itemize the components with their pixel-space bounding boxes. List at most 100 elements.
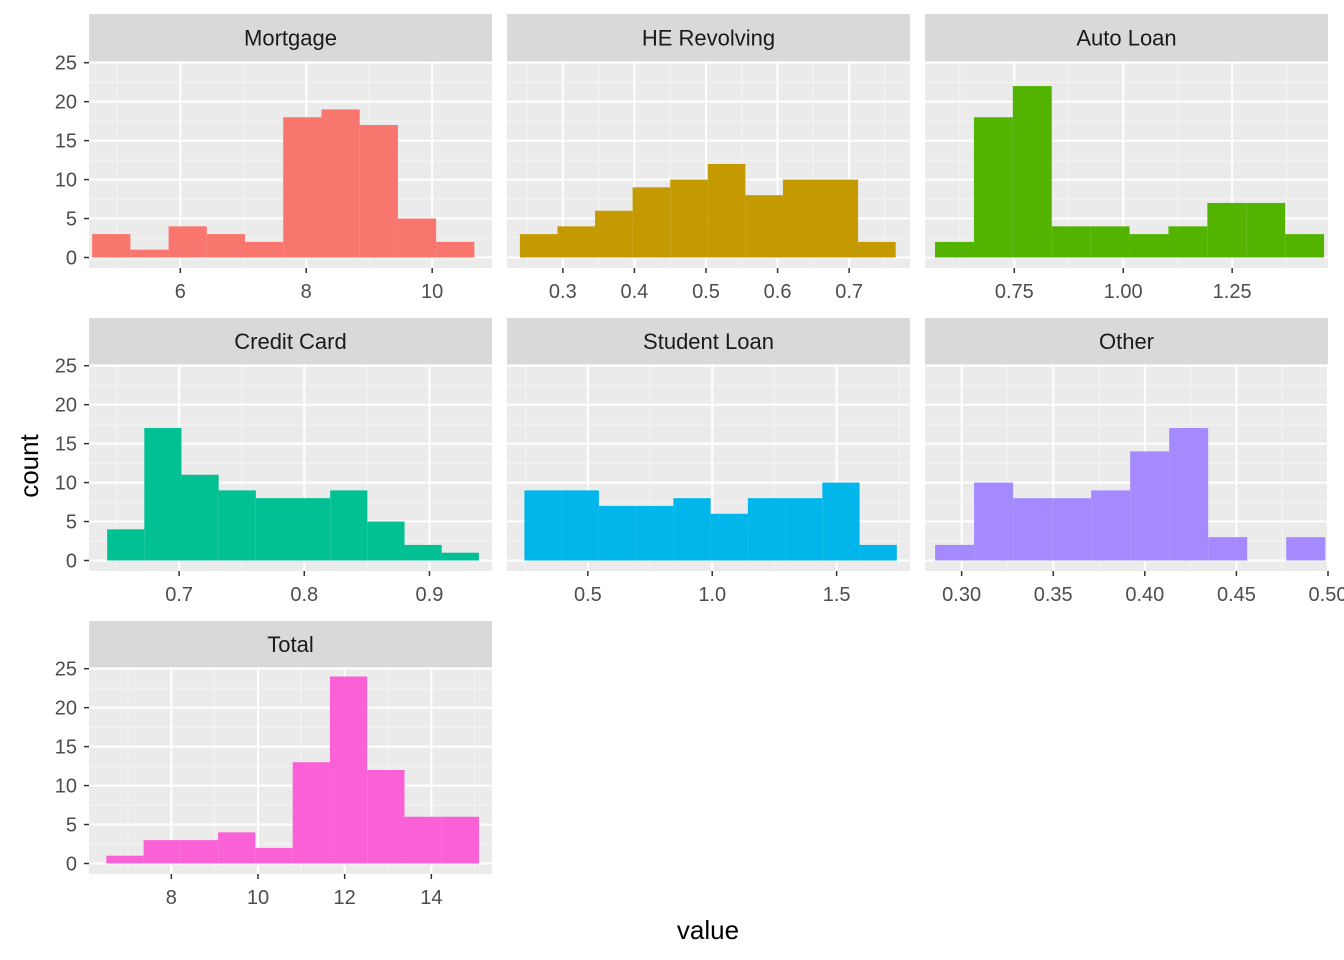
y-tick-label: 0: [66, 248, 77, 270]
y-tick-label: 10: [55, 473, 77, 495]
histogram-bar: [180, 840, 219, 864]
histogram-bar: [367, 521, 405, 561]
histogram-bar: [782, 179, 821, 258]
panel-other: Other 0.30 0.35 0.40 0.45 0.50: [925, 318, 1344, 606]
histogram-bar: [1246, 202, 1286, 258]
histogram-bar: [745, 195, 783, 258]
histogram-bar: [330, 490, 368, 561]
x-tick-label: 0.7: [835, 281, 863, 303]
y-tick-label: 5: [66, 512, 77, 534]
x-tick-label: 12: [334, 887, 356, 909]
histogram-bar: [598, 505, 637, 561]
histogram-bar: [1013, 498, 1053, 561]
histogram-bar: [519, 234, 558, 258]
facet-strip: [925, 14, 1328, 61]
histogram-bar: [820, 179, 859, 258]
histogram-bar: [218, 490, 256, 561]
histogram-bar: [144, 428, 182, 561]
y-tick-label: 20: [55, 698, 77, 720]
histogram-bar: [670, 179, 708, 258]
histogram-bar: [321, 109, 360, 258]
x-tick-label: 8: [166, 887, 177, 909]
histogram-bar: [143, 840, 181, 864]
histogram-bar: [404, 816, 442, 864]
x-tick-label: 0.45: [1217, 584, 1256, 606]
histogram-bar: [92, 234, 131, 258]
facet-strip-label: Credit Card: [234, 329, 346, 354]
histogram-bar: [935, 241, 974, 258]
histogram-bar: [218, 832, 256, 864]
histogram-bar: [1091, 490, 1131, 561]
facet-strip-label: Mortgage: [244, 26, 337, 51]
x-tick-label: 10: [421, 281, 443, 303]
histogram-bar: [293, 498, 331, 561]
histogram-bar: [673, 498, 711, 561]
histogram-bar: [785, 498, 823, 561]
x-tick-label: 0.7: [165, 584, 193, 606]
histogram-bar: [1169, 428, 1209, 561]
histogram-bar: [974, 482, 1014, 561]
histogram-bar: [106, 855, 144, 864]
x-tick-label: 0.40: [1125, 584, 1164, 606]
facet-strip: [89, 621, 492, 667]
x-tick-label: 0.4: [621, 281, 649, 303]
y-tick-label: 15: [55, 131, 77, 153]
histogram-bar: [283, 117, 322, 258]
x-tick-label: 6: [175, 281, 186, 303]
x-tick-label: 0.35: [1034, 584, 1073, 606]
histogram-bar: [1130, 451, 1170, 561]
y-tick-label: 20: [55, 92, 77, 114]
facet-panels: Mortgage 6 8 10 0 5 10 15 20 25 HE Revolving 0.3 0.4…: [55, 14, 1344, 909]
facet-strip: [925, 318, 1328, 364]
histogram-bar: [367, 769, 405, 864]
facet-strip: [507, 14, 910, 61]
histogram-bar: [1129, 234, 1169, 258]
y-tick-label: 15: [55, 737, 77, 759]
y-tick-label: 20: [55, 395, 77, 417]
histogram-bar: [707, 163, 746, 258]
histogram-bar: [747, 498, 786, 561]
x-tick-label: 14: [420, 887, 442, 909]
histogram-bar: [636, 505, 674, 561]
facet-strip-label: Other: [1099, 329, 1154, 354]
y-tick-label: 15: [55, 434, 77, 456]
x-tick-label: 1.0: [698, 584, 726, 606]
y-tick-label: 25: [55, 356, 77, 378]
panel-student-loan: Student Loan 0.5 1.0 1.5: [507, 318, 910, 606]
histogram-bar: [1208, 537, 1248, 561]
y-tick-label: 10: [55, 776, 77, 798]
x-tick-label: 0.30: [942, 584, 981, 606]
histogram-bar: [1286, 537, 1326, 561]
histogram-bar: [561, 490, 599, 561]
x-tick-label: 1.00: [1104, 281, 1143, 303]
facet-strip-label: Total: [267, 632, 313, 657]
x-tick-label: 0.3: [549, 281, 577, 303]
x-tick-label: 0.5: [692, 281, 720, 303]
histogram-bar: [397, 218, 437, 258]
histogram-bar: [1051, 226, 1091, 258]
histogram-bar: [441, 552, 479, 561]
histogram-bar: [107, 529, 145, 561]
y-tick-label: 5: [66, 209, 77, 231]
histogram-bar: [181, 474, 219, 561]
facet-strip-label: HE Revolving: [642, 26, 775, 51]
histogram-bar: [329, 676, 368, 864]
panel-credit-card: Credit Card 0.7 0.8 0.9 0 5 10 15 20 25: [55, 318, 492, 606]
y-axis-title: count: [14, 433, 44, 497]
x-tick-label: 0.9: [416, 584, 444, 606]
x-tick-label: 0.75: [995, 281, 1034, 303]
y-tick-label: 0: [66, 551, 77, 573]
histogram-bar: [130, 249, 169, 258]
x-tick-label: 8: [301, 281, 312, 303]
histogram-bar: [1012, 86, 1052, 258]
histogram-bar: [255, 498, 294, 561]
y-tick-label: 25: [55, 659, 77, 681]
histogram-bar: [557, 226, 596, 258]
histogram-bar: [858, 241, 896, 258]
histogram-bar: [935, 544, 975, 561]
histogram-bar: [1168, 226, 1208, 258]
histogram-bar: [206, 234, 246, 258]
histogram-bar: [595, 210, 633, 258]
x-tick-label: 0.5: [574, 584, 602, 606]
